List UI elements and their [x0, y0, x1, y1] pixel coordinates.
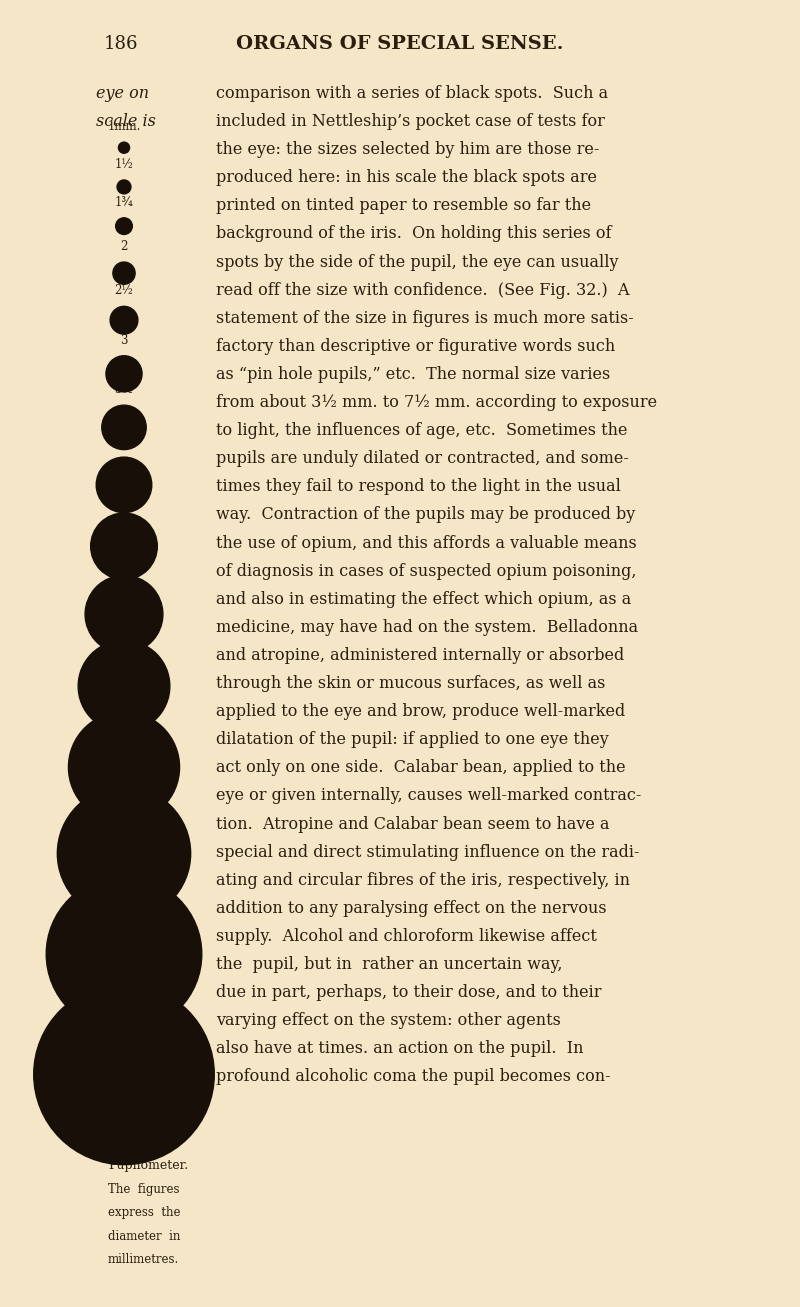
- Text: also have at times. an action on the pupil.  In: also have at times. an action on the pup…: [216, 1040, 583, 1057]
- Text: to light, the influences of age, etc.  Sometimes the: to light, the influences of age, etc. So…: [216, 422, 627, 439]
- Text: background of the iris.  On holding this series of: background of the iris. On holding this …: [216, 225, 611, 243]
- Text: diameter  in: diameter in: [108, 1230, 180, 1243]
- Text: 4: 4: [120, 435, 128, 448]
- Text: dilatation of the pupil: if applied to one eye they: dilatation of the pupil: if applied to o…: [216, 731, 609, 749]
- Text: 3: 3: [120, 333, 128, 346]
- Text: factory than descriptive or figurative words such: factory than descriptive or figurative w…: [216, 337, 615, 356]
- Text: as “pin hole pupils,” etc.  The normal size varies: as “pin hole pupils,” etc. The normal si…: [216, 366, 610, 383]
- Text: the  pupil, but in  rather an uncertain way,: the pupil, but in rather an uncertain wa…: [216, 955, 562, 974]
- Ellipse shape: [110, 306, 138, 335]
- Ellipse shape: [96, 457, 152, 512]
- Text: scale is: scale is: [96, 114, 156, 131]
- Text: pupils are unduly dilated or contracted, and some-: pupils are unduly dilated or contracted,…: [216, 450, 629, 468]
- Text: produced here: in his scale the black spots are: produced here: in his scale the black sp…: [216, 169, 597, 187]
- Text: millimetres.: millimetres.: [108, 1253, 179, 1266]
- Ellipse shape: [34, 984, 214, 1165]
- Text: addition to any paralysing effect on the nervous: addition to any paralysing effect on the…: [216, 899, 606, 918]
- Text: printed on tinted paper to resemble so far the: printed on tinted paper to resemble so f…: [216, 197, 591, 214]
- Text: 8½: 8½: [114, 855, 134, 867]
- Text: The  figures: The figures: [108, 1183, 179, 1196]
- Ellipse shape: [58, 787, 190, 920]
- Text: 2½: 2½: [114, 284, 134, 297]
- Text: 186: 186: [104, 35, 138, 54]
- Text: eye or given internally, causes well-marked contrac-: eye or given internally, causes well-mar…: [216, 787, 642, 805]
- Text: the eye: the sizes selected by him are those re-: the eye: the sizes selected by him are t…: [216, 141, 599, 158]
- Text: tion.  Atropine and Calabar bean seem to have a: tion. Atropine and Calabar bean seem to …: [216, 816, 610, 833]
- Text: read off the size with confidence.  (See Fig. 32.)  A: read off the size with confidence. (See …: [216, 281, 630, 299]
- Text: applied to the eye and brow, produce well-marked: applied to the eye and brow, produce wel…: [216, 703, 626, 720]
- Text: act only on one side.  Calabar bean, applied to the: act only on one side. Calabar bean, appl…: [216, 759, 626, 776]
- Ellipse shape: [118, 142, 130, 153]
- Text: 6½: 6½: [114, 690, 134, 702]
- Text: Pupilometer.: Pupilometer.: [108, 1159, 188, 1172]
- Text: 5: 5: [120, 553, 128, 566]
- Text: 5½: 5½: [114, 618, 134, 631]
- Text: special and direct stimulating influence on the radi-: special and direct stimulating influence…: [216, 843, 639, 861]
- Text: 3½: 3½: [114, 383, 134, 396]
- Ellipse shape: [85, 575, 163, 654]
- Ellipse shape: [46, 876, 202, 1033]
- Text: profound alcoholic coma the pupil becomes con-: profound alcoholic coma the pupil become…: [216, 1068, 610, 1086]
- Text: way.  Contraction of the pupils may be produced by: way. Contraction of the pupils may be pr…: [216, 506, 635, 524]
- Ellipse shape: [78, 640, 170, 732]
- Text: eye on: eye on: [96, 85, 149, 102]
- Text: comparison with a series of black spots.  Such a: comparison with a series of black spots.…: [216, 85, 608, 102]
- Ellipse shape: [113, 261, 135, 285]
- Text: Fig. 32.: Fig. 32.: [108, 1131, 157, 1144]
- Text: from about 3½ mm. to 7½ mm. according to exposure: from about 3½ mm. to 7½ mm. according to…: [216, 393, 657, 412]
- Text: 1¾: 1¾: [114, 196, 134, 209]
- Text: 10: 10: [117, 962, 131, 975]
- Text: of diagnosis in cases of suspected opium poisoning,: of diagnosis in cases of suspected opium…: [216, 562, 637, 580]
- Text: 2: 2: [120, 240, 128, 252]
- Text: 1mm.: 1mm.: [107, 120, 141, 133]
- Text: through the skin or mucous surfaces, as well as: through the skin or mucous surfaces, as …: [216, 674, 606, 693]
- Text: 4½: 4½: [114, 491, 134, 503]
- Ellipse shape: [102, 405, 146, 450]
- Text: ating and circular fibres of the iris, respectively, in: ating and circular fibres of the iris, r…: [216, 872, 630, 889]
- Text: and atropine, administered internally or absorbed: and atropine, administered internally or…: [216, 647, 624, 664]
- Text: statement of the size in figures is much more satis-: statement of the size in figures is much…: [216, 310, 634, 327]
- Text: spots by the side of the pupil, the eye can usually: spots by the side of the pupil, the eye …: [216, 254, 618, 271]
- Text: supply.  Alcohol and chloroform likewise affect: supply. Alcohol and chloroform likewise …: [216, 928, 597, 945]
- Ellipse shape: [116, 218, 132, 234]
- Text: the use of opium, and this affords a valuable means: the use of opium, and this affords a val…: [216, 535, 637, 552]
- Text: and also in estimating the effect which opium, as a: and also in estimating the effect which …: [216, 591, 631, 608]
- Text: 1½: 1½: [114, 158, 134, 171]
- Text: included in Nettleship’s pocket case of tests for: included in Nettleship’s pocket case of …: [216, 114, 605, 131]
- Ellipse shape: [106, 356, 142, 392]
- Text: times they fail to respond to the light in the usual: times they fail to respond to the light …: [216, 478, 621, 495]
- Ellipse shape: [69, 711, 179, 823]
- Text: ORGANS OF SPECIAL SENSE.: ORGANS OF SPECIAL SENSE.: [236, 35, 564, 54]
- Text: varying effect on the system: other agents: varying effect on the system: other agen…: [216, 1012, 561, 1030]
- Ellipse shape: [117, 180, 131, 193]
- Ellipse shape: [90, 512, 158, 580]
- Text: express  the: express the: [108, 1206, 181, 1219]
- Text: 7½: 7½: [114, 765, 134, 778]
- Text: medicine, may have had on the system.  Belladonna: medicine, may have had on the system. Be…: [216, 618, 638, 637]
- Text: due in part, perhaps, to their dose, and to their: due in part, perhaps, to their dose, and…: [216, 984, 602, 1001]
